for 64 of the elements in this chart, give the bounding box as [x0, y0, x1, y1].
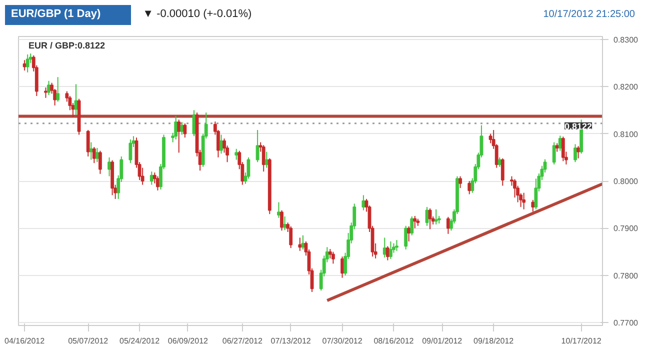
candlestick	[552, 142, 556, 165]
ref-line-label: 0.8122	[564, 121, 592, 132]
y-tick-label: 0.7800	[614, 271, 639, 280]
candlestick	[289, 226, 293, 249]
candlestick	[410, 216, 414, 236]
candlestick	[404, 225, 408, 250]
candlestick	[95, 147, 99, 163]
candlestick	[26, 54, 30, 73]
x-tick-label: 04/16/2012	[4, 336, 46, 346]
text: 10/17/2012 21:25:00	[543, 8, 635, 22]
candlestick	[262, 144, 266, 172]
x-tick-label: 08/16/2012	[374, 336, 414, 346]
candlestick	[458, 176, 462, 189]
candlestick	[428, 208, 432, 230]
x-tick-label: 09/01/2012	[422, 336, 463, 346]
candlestick	[522, 192, 526, 210]
candlestick	[277, 202, 280, 218]
candlestick	[331, 251, 335, 264]
candlestick	[98, 150, 102, 174]
x-tick-label: 07/13/2012	[270, 336, 312, 346]
candlestick	[86, 130, 90, 157]
y-tick-label: 0.8300	[614, 35, 639, 44]
chart-title: EUR/GBP (1 Day)	[5, 5, 131, 25]
candlestick	[434, 208, 438, 225]
y-tick-label: 0.8000	[614, 177, 639, 186]
candlestick	[558, 135, 562, 152]
x-tick-label: 05/07/2012	[68, 336, 109, 346]
x-tick-label: 06/27/2012	[222, 336, 263, 346]
candlestick	[561, 136, 565, 162]
candlestick	[47, 80, 50, 96]
x-tick-label: 06/09/2012	[168, 336, 209, 346]
x-tick-label: 05/24/2012	[120, 336, 160, 346]
candlestick	[56, 76, 60, 102]
candlestick	[174, 115, 178, 140]
candlestick	[92, 146, 96, 164]
x-tick-label: 10/17/2012	[561, 336, 602, 346]
candlestick	[183, 122, 187, 138]
candlestick	[220, 134, 223, 154]
candlestick	[177, 119, 181, 154]
candlestick	[413, 215, 417, 229]
y-tick-label: 0.7900	[614, 224, 639, 234]
candlestick	[386, 246, 390, 261]
candlestick	[388, 240, 392, 260]
candlestick	[280, 210, 284, 232]
candlestick	[283, 216, 286, 231]
x-tick-label: 07/30/2012	[322, 336, 363, 346]
candlestick	[362, 194, 366, 211]
candlestick	[513, 178, 516, 198]
candlestick	[395, 240, 398, 252]
x-tick-label: 09/18/2012	[474, 336, 514, 346]
y-tick-label: 0.8100	[614, 130, 639, 139]
chart-subtitle: ▼ -0.00010 (+-0.01%)	[142, 7, 252, 22]
candlestick	[234, 148, 238, 160]
y-tick-label: 0.8200	[614, 82, 639, 92]
candlestick	[500, 158, 504, 186]
candlestick	[256, 130, 260, 163]
annotation: EUR / GBP:0.8122	[28, 40, 106, 50]
y-tick-label: 0.7700	[614, 318, 639, 328]
candlestick	[574, 144, 577, 163]
candlestick	[301, 234, 305, 250]
candlestick	[128, 138, 132, 164]
candlestick	[150, 171, 154, 186]
candlestick	[407, 226, 411, 242]
candlestick	[446, 216, 450, 234]
